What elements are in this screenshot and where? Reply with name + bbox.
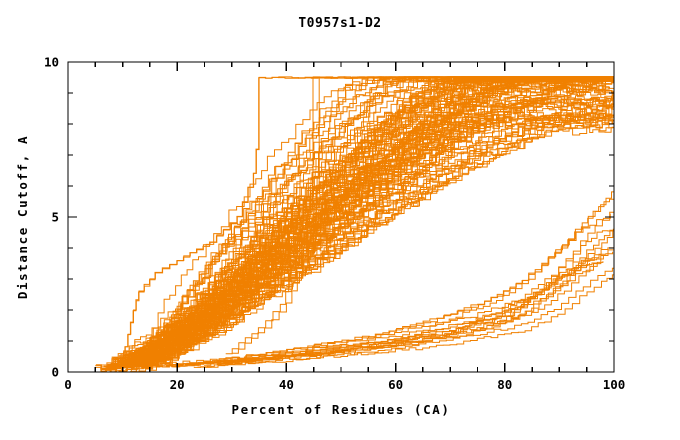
x-tick-label: 0 xyxy=(64,377,72,392)
x-tick-label: 80 xyxy=(497,377,512,392)
data-curve xyxy=(225,217,615,364)
data-curve xyxy=(218,179,615,363)
data-curve xyxy=(138,76,612,365)
data-curve xyxy=(149,104,615,360)
data-curve xyxy=(138,77,612,367)
data-curve xyxy=(216,219,615,365)
x-tick-label: 100 xyxy=(603,377,626,392)
y-tick-label: 10 xyxy=(44,55,59,70)
data-curve xyxy=(193,264,615,368)
y-axis-title-text: Distance Cutoff, A xyxy=(15,135,30,299)
data-curve xyxy=(157,76,615,361)
y-tick-label: 0 xyxy=(51,365,59,380)
x-tick-label: 40 xyxy=(279,377,294,392)
data-curve xyxy=(140,118,613,368)
data-curve xyxy=(100,84,611,367)
axis-labels-layer: 0 20 40 60 80 100 0 5 10 Percent of Residues (CA)… xyxy=(15,55,625,418)
data-curve xyxy=(225,76,609,355)
page-title: T0957s1-D2 xyxy=(298,16,382,31)
data-curve xyxy=(137,109,615,364)
data-curve xyxy=(164,76,615,364)
data-curve xyxy=(127,76,613,362)
x-tick-label: 20 xyxy=(170,377,185,392)
data-curves-layer xyxy=(95,76,615,373)
x-tick-label: 60 xyxy=(388,377,403,392)
data-curve xyxy=(141,76,614,363)
data-curve xyxy=(180,241,615,367)
x-axis-title-text: Percent of Residues (CA) xyxy=(231,402,450,417)
y-tick-label: 5 xyxy=(51,210,59,225)
axes-layer xyxy=(67,61,615,373)
data-curve xyxy=(134,76,610,364)
